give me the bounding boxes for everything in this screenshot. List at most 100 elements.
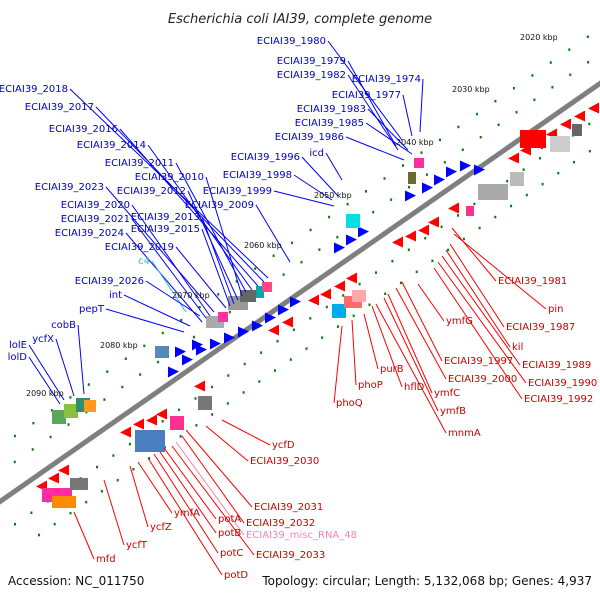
tick-dot — [473, 202, 476, 206]
label-leader-line — [351, 319, 357, 386]
tick-dot — [300, 260, 303, 264]
tick-dot — [390, 198, 393, 201]
label-leader-line — [221, 419, 271, 446]
feature-box — [414, 158, 424, 168]
label-leader-line — [201, 228, 231, 307]
reverse-gene-arrow — [133, 418, 144, 430]
reverse-gene-arrow — [448, 202, 459, 214]
gene-label: ECIAI39_2011 — [105, 158, 174, 169]
gene-label: purB — [380, 364, 404, 375]
forward-gene-arrow — [474, 164, 485, 176]
tick-dot — [180, 318, 183, 322]
tick-dot — [443, 161, 446, 164]
tick-dot — [32, 421, 35, 425]
gene-label: ECIAI39_2024 — [55, 228, 124, 239]
tick-dot — [198, 306, 201, 309]
tick-dot — [420, 151, 423, 154]
feature-box — [240, 290, 256, 302]
tick-dot — [494, 215, 497, 219]
feature-box — [478, 184, 508, 200]
gene-label: ECIAI39_2020 — [61, 200, 130, 211]
tick-dot — [112, 454, 115, 457]
label-leader-line — [153, 453, 219, 554]
gene-label: ECIAI39_1983 — [297, 104, 366, 115]
tick-dot — [431, 259, 434, 263]
label-leader-line — [433, 267, 523, 400]
tick-dot — [425, 173, 428, 176]
label-leader-line — [105, 308, 185, 333]
tick-dot — [533, 98, 536, 101]
gene-label: potB — [218, 528, 241, 539]
tick-dot — [531, 74, 534, 77]
forward-gene-arrow — [346, 234, 357, 246]
feature-box — [52, 410, 66, 424]
gene-label: ECIAI39_1990 — [528, 378, 597, 389]
tick-dot — [53, 522, 56, 526]
feature-box — [218, 312, 228, 322]
label-leader-line — [325, 152, 343, 181]
forward-gene-arrow — [238, 326, 249, 338]
tick-dot — [260, 351, 263, 354]
feature-box — [135, 430, 165, 452]
reverse-gene-arrow — [428, 216, 439, 228]
forward-gene-arrow — [434, 174, 445, 186]
feature-box — [256, 286, 264, 298]
reverse-gene-arrow — [560, 118, 571, 130]
gene-label: ECIAI39_1989 — [522, 360, 591, 371]
tick-dot — [551, 86, 554, 89]
gene-label: kil — [512, 342, 523, 353]
reverse-gene-arrow — [392, 236, 403, 248]
label-leader-line — [123, 294, 191, 327]
reverse-gene-arrow — [48, 472, 59, 484]
reverse-gene-arrow — [334, 280, 345, 292]
forward-gene-arrow — [224, 332, 235, 344]
label-leader-line — [205, 176, 243, 297]
gene-label: ECIAI39_2013 — [131, 212, 200, 223]
tick-dot — [346, 203, 349, 206]
tick-dot — [69, 396, 72, 399]
feature-box — [64, 404, 78, 418]
tick-dot — [69, 511, 72, 515]
gene-label: potA — [218, 514, 241, 525]
label-leader-line — [129, 465, 149, 528]
tick-dot — [103, 398, 106, 401]
reverse-gene-arrow — [405, 230, 416, 242]
tick-dot — [227, 374, 230, 377]
gene-label: lolE — [9, 340, 27, 351]
tick-dot — [258, 380, 261, 383]
feature-box — [346, 214, 360, 228]
label-leader-line — [293, 174, 333, 201]
tick-dot — [372, 210, 375, 214]
gene-label: ECIAI39_1997 — [444, 356, 513, 367]
tick-dot — [337, 325, 339, 328]
feature-box — [520, 130, 546, 148]
tick-dot — [399, 281, 402, 285]
gene-label: ECIAI39_2010 — [135, 172, 204, 183]
tick-dot — [415, 270, 418, 274]
reverse-gene-arrow — [156, 408, 167, 420]
label-leader-line — [445, 249, 511, 348]
tick-dot — [587, 61, 590, 64]
tick-dot — [541, 182, 544, 186]
tick-dot — [217, 293, 220, 296]
label-leader-line — [345, 136, 405, 161]
accession-label: Accession: NC_011750 — [8, 574, 144, 588]
tick-dot — [106, 370, 109, 373]
forward-gene-arrow — [422, 182, 433, 194]
feature-box — [466, 206, 474, 216]
tick-dot — [276, 340, 279, 343]
reverse-gene-arrow — [146, 414, 157, 426]
tick-dot — [358, 282, 361, 286]
gene-label: ycfT — [126, 540, 148, 551]
tick-dot — [228, 310, 231, 314]
tick-dot — [384, 292, 387, 295]
label-leader-line — [159, 451, 217, 534]
tick-dot — [440, 225, 443, 229]
label-leader-line — [333, 325, 343, 404]
tick-dot — [352, 314, 355, 317]
gene-label: phoP — [358, 380, 383, 391]
forward-gene-arrow — [334, 242, 345, 254]
tick-dot — [143, 344, 146, 348]
tick-dot — [13, 460, 16, 464]
tick-dot — [478, 226, 481, 230]
